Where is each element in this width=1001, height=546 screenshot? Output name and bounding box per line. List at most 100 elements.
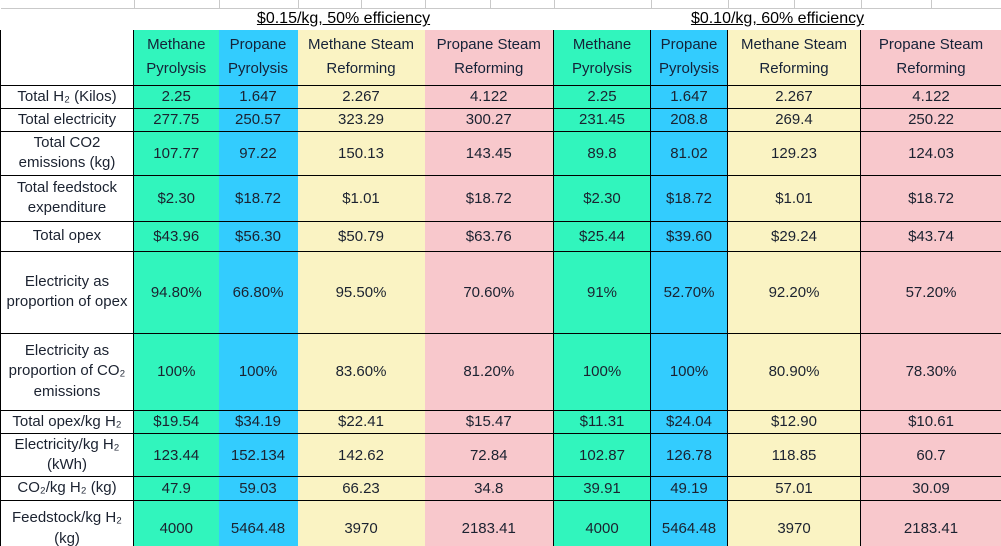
cell[interactable]: 49.19	[650, 476, 728, 501]
cell[interactable]: 30.09	[859, 476, 1001, 501]
cell[interactable]: 2.25	[133, 84, 219, 109]
cell[interactable]: $18.72	[859, 174, 1001, 222]
cell[interactable]: 91%	[553, 250, 651, 334]
col-header-methane-steam-2[interactable]: Methane Steam Reforming	[727, 30, 861, 86]
cell[interactable]: $10.61	[859, 409, 1001, 434]
cell[interactable]: 60.7	[859, 432, 1001, 478]
cell[interactable]: 89.8	[553, 131, 651, 176]
cell[interactable]: 250.22	[859, 107, 1001, 133]
cell[interactable]: 57.01	[727, 476, 861, 501]
cell[interactable]: 2.25	[553, 84, 651, 109]
cell[interactable]: $18.72	[650, 174, 728, 222]
cell[interactable]: $18.72	[424, 174, 554, 222]
cell[interactable]: 66.80%	[218, 250, 298, 334]
cell[interactable]: 66.23	[297, 476, 425, 501]
cell[interactable]: $22.41	[297, 409, 425, 434]
cell[interactable]: 97.22	[218, 131, 298, 176]
cell[interactable]: 70.60%	[424, 250, 554, 334]
cell[interactable]: 269.4	[727, 107, 861, 133]
cell[interactable]: 152.134	[218, 432, 298, 478]
col-header-propane-pyrolysis-1[interactable]: Propane Pyrolysis	[218, 30, 298, 86]
cell[interactable]: 150.13	[297, 131, 425, 176]
cell[interactable]: $11.31	[553, 409, 651, 434]
cell[interactable]: 2.267	[297, 84, 425, 109]
col-header-propane-steam-2[interactable]: Propane Steam Reforming	[859, 30, 1001, 86]
cell[interactable]: 57.20%	[859, 250, 1001, 334]
cell[interactable]: 100%	[133, 332, 219, 411]
cell[interactable]: 80.90%	[727, 332, 861, 411]
cell[interactable]: 4000	[553, 499, 651, 546]
col-header-methane-steam-1[interactable]: Methane Steam Reforming	[297, 30, 425, 86]
cell[interactable]: 2183.41	[859, 499, 1001, 546]
cell[interactable]: 59.03	[218, 476, 298, 501]
cell[interactable]: 4.122	[859, 84, 1001, 109]
cell[interactable]: $1.01	[727, 174, 861, 222]
cell[interactable]: 107.77	[133, 131, 219, 176]
col-header-methane-pyrolysis-1[interactable]: Methane Pyrolysis	[133, 30, 219, 86]
cell[interactable]: 4.122	[424, 84, 554, 109]
col-header-propane-pyrolysis-2[interactable]: Propane Pyrolysis	[650, 30, 728, 86]
cell[interactable]: $39.60	[650, 220, 728, 252]
cell[interactable]: 126.78	[650, 432, 728, 478]
cell[interactable]: 208.8	[650, 107, 728, 133]
row-label[interactable]: Electricity as proportion of opex	[0, 250, 134, 334]
row-label[interactable]: Total H₂ (Kilos)	[0, 84, 134, 109]
group2-title[interactable]: $0.10/kg, 60% efficiency	[553, 8, 1001, 30]
cell[interactable]: 1.647	[650, 84, 728, 109]
cell[interactable]: $43.96	[133, 220, 219, 252]
cell[interactable]: $18.72	[218, 174, 298, 222]
cell[interactable]: 81.02	[650, 131, 728, 176]
cell[interactable]: 52.70%	[650, 250, 728, 334]
cell[interactable]: 34.8	[424, 476, 554, 501]
cell[interactable]: 4000	[133, 499, 219, 546]
cell[interactable]: 2183.41	[424, 499, 554, 546]
cell[interactable]: 2.267	[727, 84, 861, 109]
cell[interactable]: $12.90	[727, 409, 861, 434]
cell[interactable]: 5464.48	[650, 499, 728, 546]
cell[interactable]: $15.47	[424, 409, 554, 434]
cell[interactable]: $34.19	[218, 409, 298, 434]
header-label-cell[interactable]	[0, 30, 134, 86]
row-label[interactable]: Total opex	[0, 220, 134, 252]
cell[interactable]: $24.04	[650, 409, 728, 434]
cell[interactable]: $2.30	[133, 174, 219, 222]
cell[interactable]: 78.30%	[859, 332, 1001, 411]
cell[interactable]: 118.85	[727, 432, 861, 478]
cell[interactable]: 231.45	[553, 107, 651, 133]
cell[interactable]: $2.30	[553, 174, 651, 222]
group1-title[interactable]: $0.15/kg, 50% efficiency	[133, 8, 554, 30]
cell[interactable]: 123.44	[133, 432, 219, 478]
cell[interactable]: $63.76	[424, 220, 554, 252]
cell[interactable]: $43.74	[859, 220, 1001, 252]
cell[interactable]: 3970	[727, 499, 861, 546]
cell[interactable]: $29.24	[727, 220, 861, 252]
row-label[interactable]: Total CO2 emissions (kg)	[0, 131, 134, 176]
cell[interactable]: 250.57	[218, 107, 298, 133]
row-label[interactable]: Electricity/kg H₂ (kWh)	[0, 432, 134, 478]
col-header-propane-steam-1[interactable]: Propane Steam Reforming	[424, 30, 554, 86]
cell[interactable]: $25.44	[553, 220, 651, 252]
cell[interactable]: 124.03	[859, 131, 1001, 176]
cell[interactable]: 300.27	[424, 107, 554, 133]
cell[interactable]: 100%	[553, 332, 651, 411]
row-label[interactable]: Electricity as proportion of CO₂ emissio…	[0, 332, 134, 411]
cell[interactable]: 323.29	[297, 107, 425, 133]
cell[interactable]: $56.30	[218, 220, 298, 252]
cell[interactable]: 72.84	[424, 432, 554, 478]
cell[interactable]: 39.91	[553, 476, 651, 501]
empty-corner-cell[interactable]	[0, 8, 134, 30]
cell[interactable]: 5464.48	[218, 499, 298, 546]
cell[interactable]: 100%	[218, 332, 298, 411]
row-label[interactable]: Total electricity	[0, 107, 134, 133]
row-label[interactable]: Feedstock/kg H₂ (kg)	[0, 499, 134, 546]
row-label[interactable]: CO₂/kg H₂ (kg)	[0, 476, 134, 501]
cell[interactable]: 102.87	[553, 432, 651, 478]
cell[interactable]: $19.54	[133, 409, 219, 434]
cell[interactable]: 83.60%	[297, 332, 425, 411]
cell[interactable]: 277.75	[133, 107, 219, 133]
cell[interactable]: 143.45	[424, 131, 554, 176]
cell[interactable]: 95.50%	[297, 250, 425, 334]
cell[interactable]: 129.23	[727, 131, 861, 176]
row-label[interactable]: Total opex/kg H₂	[0, 409, 134, 434]
cell[interactable]: 81.20%	[424, 332, 554, 411]
